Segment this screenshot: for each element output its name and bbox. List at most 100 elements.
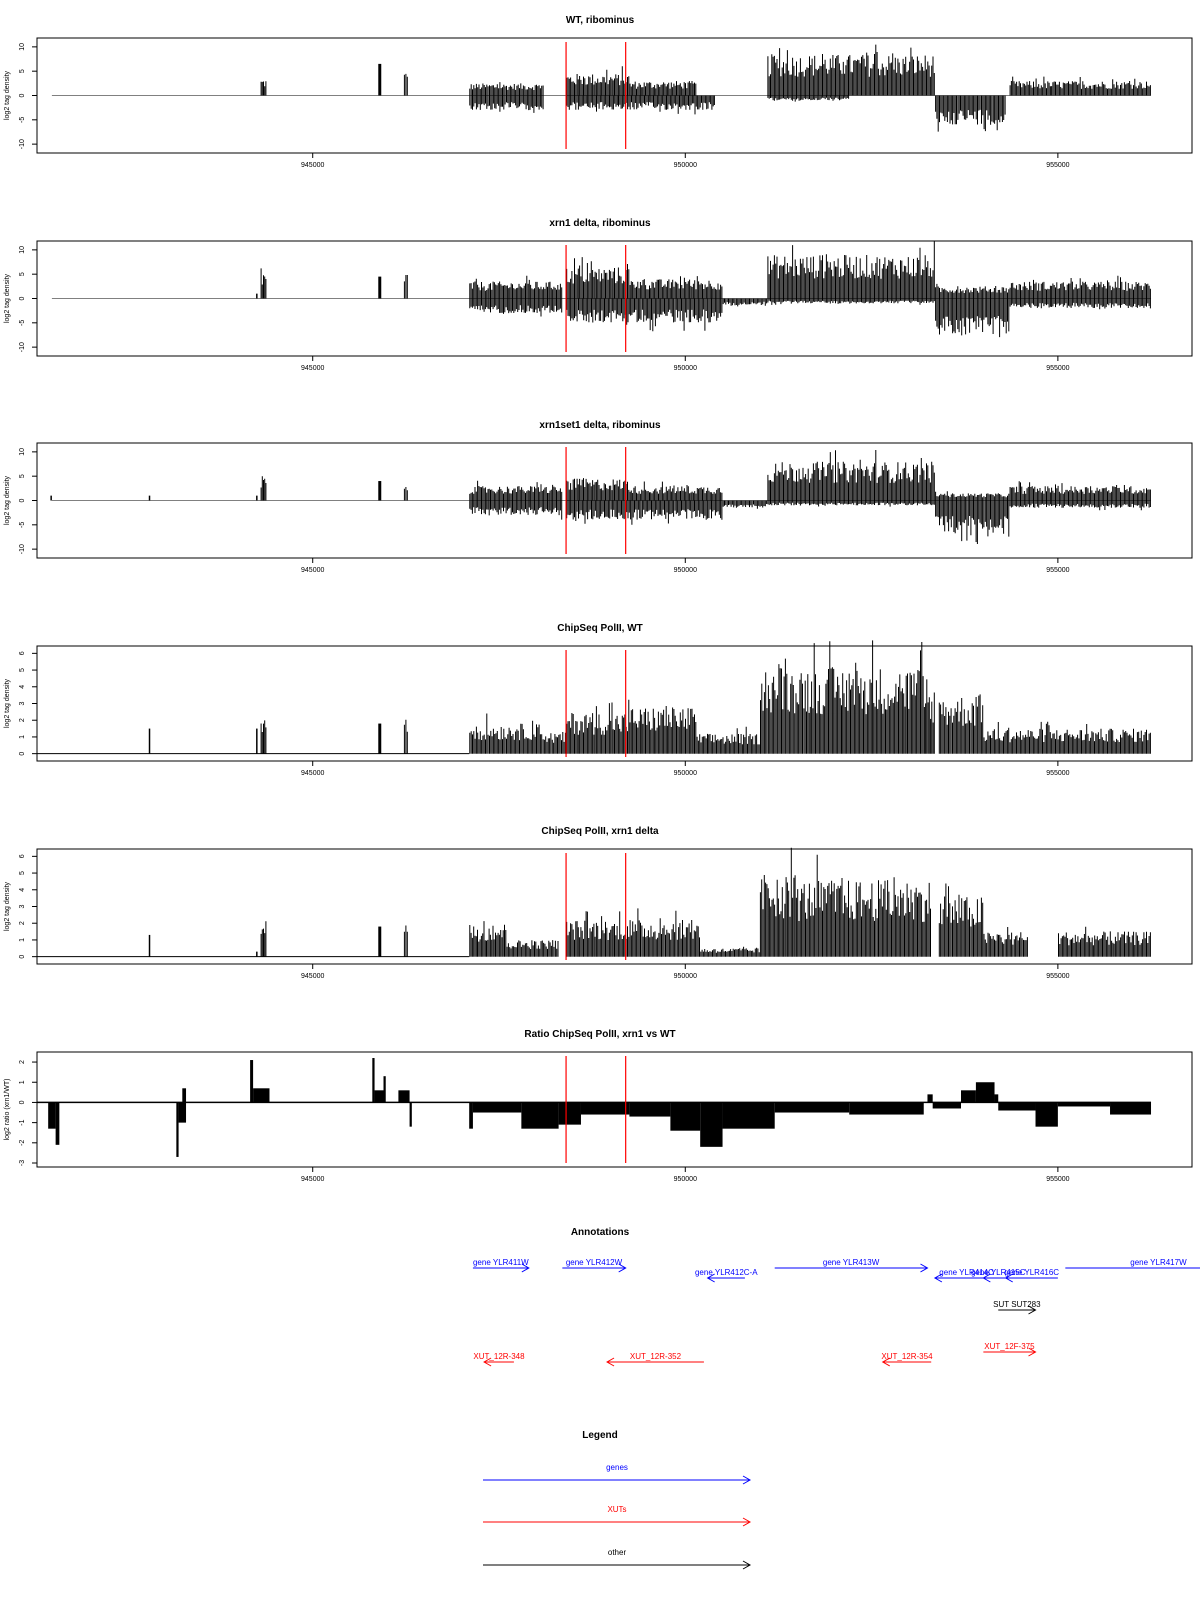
x-tick-label: 950000 [674, 162, 697, 169]
signal-fill [998, 1102, 1036, 1111]
signal-bars [629, 481, 723, 501]
y-tick-label: 4 [19, 888, 26, 892]
signal-block-positive-5 [469, 713, 544, 754]
signal-block-negative-4 [935, 298, 1010, 338]
signal-fill [722, 1102, 775, 1129]
signal-fill [849, 1102, 924, 1115]
signal-block-negative-11 [670, 1102, 701, 1131]
x-tick-label: 945000 [301, 770, 324, 777]
plot-title: ChipSeq PolII, WT [557, 623, 643, 634]
signal-bars [629, 81, 697, 96]
signal-block-negative-5 [1009, 500, 1151, 511]
signal-block-positive-3 [372, 1058, 375, 1103]
signal-block-positive-7 [566, 699, 630, 754]
signal-block-positive-3 [469, 82, 544, 96]
signal-fill [994, 1094, 999, 1103]
signal-block-positive-7 [1009, 76, 1151, 96]
feature-label: XUT_12R-348 [473, 1352, 525, 1361]
signal-block-positive-1 [148, 495, 151, 501]
feature-arrow-head [1028, 1347, 1037, 1357]
signal-block-positive-10 [759, 847, 797, 957]
legend-arrow-head [742, 1560, 752, 1570]
signal-fill [374, 1090, 384, 1103]
legend-item-xut: XUTs [483, 1505, 752, 1527]
signal-bars [1009, 481, 1151, 501]
plot-panel-0: WT, ribominus log2 tag density 10 5 0 -5 -10 94… [4, 15, 1193, 169]
signal-block-negative-0 [469, 500, 563, 520]
signal-block-positive-6 [543, 732, 566, 754]
signal-fill [148, 495, 151, 501]
signal-block-positive-2 [403, 73, 408, 96]
signal-bars [923, 679, 935, 754]
signal-bars [566, 699, 630, 754]
x-tick-label: 950000 [674, 1176, 697, 1183]
signal-block-negative-17 [998, 1102, 1036, 1111]
signal-block-negative-5 [469, 1102, 473, 1129]
signal-block-negative-4 [935, 500, 1010, 544]
signal-fill [409, 1102, 412, 1127]
signal-block-negative-1 [566, 95, 715, 115]
feature-gene: gene YLR416C [1005, 1268, 1060, 1283]
signal-bars [722, 298, 768, 307]
feature-label: gene YLR416C [1005, 1268, 1060, 1277]
feature-arrow-head [933, 1273, 943, 1283]
signal-fill [932, 1102, 961, 1109]
signal-block-positive-2 [260, 720, 267, 754]
y-tick-label: 10 [19, 246, 26, 254]
signal-bars [759, 847, 797, 957]
signal-block-positive-10 [760, 658, 805, 754]
feature-xut: XUT_12F-375 [983, 1342, 1037, 1357]
signal-fill [670, 1102, 701, 1131]
signal-block-negative-19 [1057, 1102, 1111, 1107]
y-tick-label: 0 [19, 93, 26, 97]
signal-block-positive-12 [923, 679, 935, 754]
signal-block-positive-6 [767, 44, 935, 96]
signal-bars [629, 276, 723, 299]
signal-block-positive-13 [983, 927, 1028, 957]
x-tick-label: 950000 [674, 973, 697, 980]
signal-fill [253, 1088, 270, 1103]
signal-bars [935, 95, 1006, 132]
signal-block-positive-4 [403, 925, 408, 957]
signal-bars [722, 500, 768, 509]
annotations-panel: Annotations gene YLR411W gene YLR412W gene … [472, 1227, 1200, 1367]
signal-bars [767, 298, 935, 305]
signal-bars [935, 298, 1010, 338]
signal-block-positive-5 [383, 1076, 386, 1103]
y-axis-label: log2 tag density [4, 70, 11, 120]
signal-block-positive-9 [696, 726, 760, 754]
signal-bars [760, 658, 805, 754]
signal-block-positive-3 [403, 275, 408, 299]
signal-bars [260, 81, 267, 96]
signal-block-negative-0 [48, 1102, 56, 1129]
signal-block-positive-2 [260, 921, 267, 957]
signal-bars [566, 95, 715, 115]
signal-bars [804, 640, 924, 754]
signal-fill [256, 293, 258, 299]
signal-bars [469, 921, 507, 957]
signal-block-negative-2 [722, 298, 768, 307]
signal-fill [178, 1102, 187, 1123]
signal-fill [256, 951, 258, 957]
signal-bars [983, 721, 1151, 754]
feature-gene: gene YLR417W [1065, 1258, 1200, 1269]
signal-fill [629, 1102, 671, 1117]
signal-bars [469, 82, 544, 96]
signal-block-positive-4 [378, 481, 382, 501]
y-tick-label: 5 [19, 474, 26, 478]
signal-block-positive-8 [629, 706, 697, 754]
signal-bars [935, 283, 1010, 299]
signal-bars [629, 908, 700, 957]
signal-block-positive-8 [629, 481, 723, 501]
y-tick-label: 0 [19, 752, 26, 756]
signal-block-negative-13 [722, 1102, 775, 1129]
x-tick-label: 955000 [1046, 770, 1069, 777]
y-tick-label: 1 [19, 938, 26, 942]
signal-fill [558, 1102, 581, 1125]
feature-arrow-head [521, 1263, 530, 1273]
signal-block-positive-3 [378, 926, 382, 957]
signal-bars [566, 500, 723, 525]
x-tick-label: 955000 [1046, 162, 1069, 169]
signal-block-positive-10 [935, 491, 1010, 501]
signal-block-positive-8 [935, 283, 1010, 299]
